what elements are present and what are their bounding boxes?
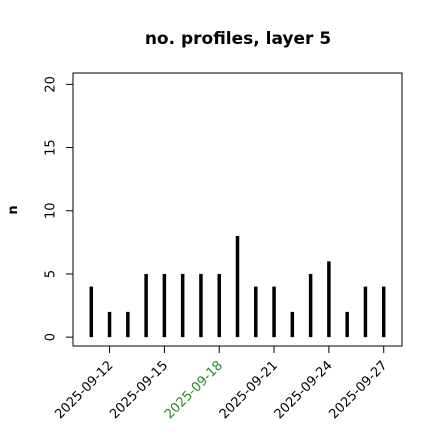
plot-box [72,72,403,347]
x-tick-label: 2025-09-27 [327,358,391,422]
y-tick-label: 20 [44,76,59,93]
y-tick-label: 0 [44,333,59,341]
chart-title: no. profiles, layer 5 [145,29,331,49]
y-axis-label: n [6,205,21,214]
y-tick-label: 15 [44,139,59,156]
y-tick-label: 10 [44,202,59,219]
x-tick-label: 2025-09-12 [52,358,116,422]
x-tick-label: 2025-09-24 [272,358,336,422]
x-tick-label: 2025-09-21 [217,358,281,422]
x-tick-label: 2025-09-18 [162,358,226,422]
x-tick-label: 2025-09-15 [107,358,171,422]
y-tick-label: 5 [44,270,59,278]
